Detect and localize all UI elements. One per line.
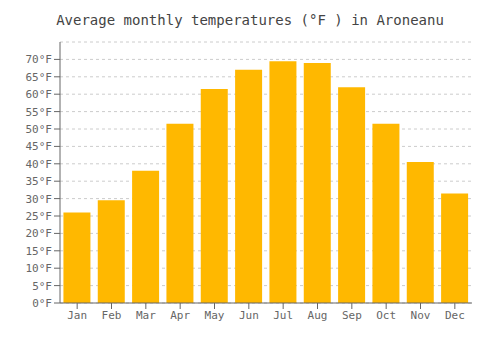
svg-text:5°F: 5°F bbox=[32, 280, 52, 293]
svg-text:Feb: Feb bbox=[102, 309, 122, 322]
svg-text:30°F: 30°F bbox=[26, 193, 53, 206]
svg-text:May: May bbox=[205, 309, 225, 322]
svg-text:Mar: Mar bbox=[136, 309, 156, 322]
svg-text:20°F: 20°F bbox=[26, 227, 53, 240]
svg-text:0°F: 0°F bbox=[32, 297, 52, 310]
svg-text:40°F: 40°F bbox=[26, 158, 53, 171]
svg-text:45°F: 45°F bbox=[26, 140, 53, 153]
svg-text:Aug: Aug bbox=[308, 309, 328, 322]
svg-text:60°F: 60°F bbox=[26, 88, 53, 101]
svg-text:55°F: 55°F bbox=[26, 106, 53, 119]
svg-text:Sep: Sep bbox=[342, 309, 362, 322]
svg-text:50°F: 50°F bbox=[26, 123, 53, 136]
html-text:Average monthly temperatures (: Average monthly temperatures (°F ) in Ar… bbox=[56, 12, 444, 28]
svg-text:Jun: Jun bbox=[239, 309, 259, 322]
svg-text:35°F: 35°F bbox=[26, 175, 53, 188]
svg-text:70°F: 70°F bbox=[26, 53, 53, 66]
svg-text:Nov: Nov bbox=[411, 309, 431, 322]
svg-text:Jul: Jul bbox=[273, 309, 293, 322]
svg-text:10°F: 10°F bbox=[26, 262, 53, 275]
svg-text:Oct: Oct bbox=[376, 309, 396, 322]
svg-text:15°F: 15°F bbox=[26, 245, 53, 258]
svg-text:Apr: Apr bbox=[170, 309, 190, 322]
svg-text:65°F: 65°F bbox=[26, 71, 53, 84]
svg-text:25°F: 25°F bbox=[26, 210, 53, 223]
svg-text:Dec: Dec bbox=[445, 309, 465, 322]
svg-text:Jan: Jan bbox=[67, 309, 87, 322]
